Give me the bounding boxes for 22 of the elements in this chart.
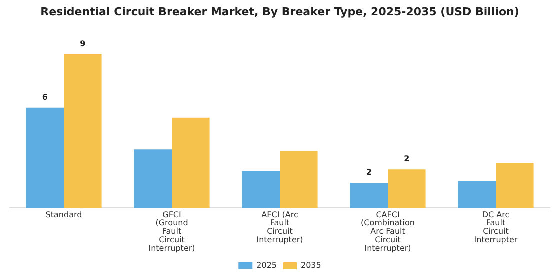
bar	[134, 150, 172, 208]
x-tick-label: AFCI (Arc Fault Circuit Interrupter)	[256, 210, 304, 244]
bar	[496, 162, 534, 208]
legend-label: 2035	[301, 261, 322, 270]
bar	[64, 54, 102, 208]
x-tick-label: Standard	[46, 210, 82, 220]
bar	[388, 170, 426, 208]
data-label: 2	[404, 154, 410, 164]
data-label: 6	[42, 93, 48, 102]
legend-label: 2025	[256, 261, 277, 270]
data-label: 2	[366, 168, 372, 178]
bar	[26, 108, 64, 208]
bar	[458, 181, 496, 208]
chart-title: Residential Circuit Breaker Market, By Breaker Type, 2025-2035 (USD Billion)	[40, 5, 520, 18]
bar	[172, 118, 210, 208]
data-label: 9	[80, 40, 86, 49]
bar	[350, 182, 388, 208]
x-tick-label: CAFCI (Combination Arc Fault Circuit Interrupter)	[361, 210, 415, 253]
x-tick-label: DC Arc Fault Circuit Interrupter	[474, 210, 518, 244]
bar	[242, 171, 280, 208]
bar	[280, 151, 318, 208]
x-tick-label: GFCI (Ground Fault Circuit Interrupter)	[148, 210, 196, 253]
